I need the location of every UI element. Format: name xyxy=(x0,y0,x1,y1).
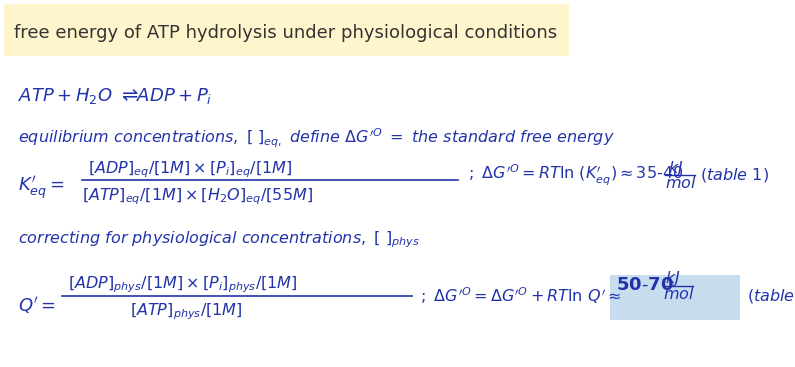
Text: $\mathit{correcting\ for\ physiological\ concentrations,\ [\ ]_{phys}}$: $\mathit{correcting\ for\ physiological\… xyxy=(18,230,420,250)
Text: $\mathbf{50\text{-}70}$: $\mathbf{50\text{-}70}$ xyxy=(616,276,673,294)
Text: $\mathit{kJ}$: $\mathit{kJ}$ xyxy=(665,269,681,288)
Text: $\mathit{mol}$: $\mathit{mol}$ xyxy=(663,286,695,302)
Text: $\mathit{[ADP]_{eq}/[1M]\times[P_i]_{eq}/[1M]}$: $\mathit{[ADP]_{eq}/[1M]\times[P_i]_{eq}… xyxy=(88,160,293,180)
FancyBboxPatch shape xyxy=(4,4,569,56)
Text: $\mathit{(table\ 1)}$: $\mathit{(table\ 1)}$ xyxy=(747,287,795,305)
Text: $\mathit{;\ \Delta G^{\prime O} = RT\ln\,(K^{\prime}_{eq}) \approx 35\text{-}40\: $\mathit{;\ \Delta G^{\prime O} = RT\ln\… xyxy=(468,163,683,188)
FancyBboxPatch shape xyxy=(610,275,740,320)
Text: $\mathit{equilibrium\ concentrations,\ [\ ]_{eq,}\ define\ \Delta G^{\prime O}\ : $\mathit{equilibrium\ concentrations,\ [… xyxy=(18,126,615,150)
Text: $\mathit{;\ \Delta G^{\prime O} = \Delta G^{\prime O} + RT\ln\,Q^{\prime} \appro: $\mathit{;\ \Delta G^{\prime O} = \Delta… xyxy=(420,286,622,306)
Text: free energy of ATP hydrolysis under physiological conditions: free energy of ATP hydrolysis under phys… xyxy=(14,24,557,42)
Text: $\mathit{[ADP]_{phys}/[1M]\times[P_i]_{phys}/[1M]}$: $\mathit{[ADP]_{phys}/[1M]\times[P_i]_{p… xyxy=(68,275,297,295)
Text: $\mathit{[ATP]_{eq}/[1M]\times[H_2O]_{eq}/[55M]}$: $\mathit{[ATP]_{eq}/[1M]\times[H_2O]_{eq… xyxy=(82,187,313,207)
Text: $\mathit{(table\ 1)}$: $\mathit{(table\ 1)}$ xyxy=(700,166,769,184)
Text: $Q^{\prime}=$: $Q^{\prime}=$ xyxy=(18,294,56,316)
Text: $\mathit{[ATP]_{phys}/[1M]}$: $\mathit{[ATP]_{phys}/[1M]}$ xyxy=(130,302,242,322)
Text: $\mathit{mol}$: $\mathit{mol}$ xyxy=(665,175,696,191)
Text: $\mathit{ATP + H_2O}$: $\mathit{ATP + H_2O}$ xyxy=(18,86,113,106)
Text: $\mathit{ADP + P_i}$: $\mathit{ADP + P_i}$ xyxy=(136,86,212,106)
Text: $K^{\prime}_{eq}=$: $K^{\prime}_{eq}=$ xyxy=(18,174,64,201)
Text: $\mathit{kJ}$: $\mathit{kJ}$ xyxy=(668,159,684,178)
Text: $\rightleftharpoons$: $\rightleftharpoons$ xyxy=(118,87,139,105)
